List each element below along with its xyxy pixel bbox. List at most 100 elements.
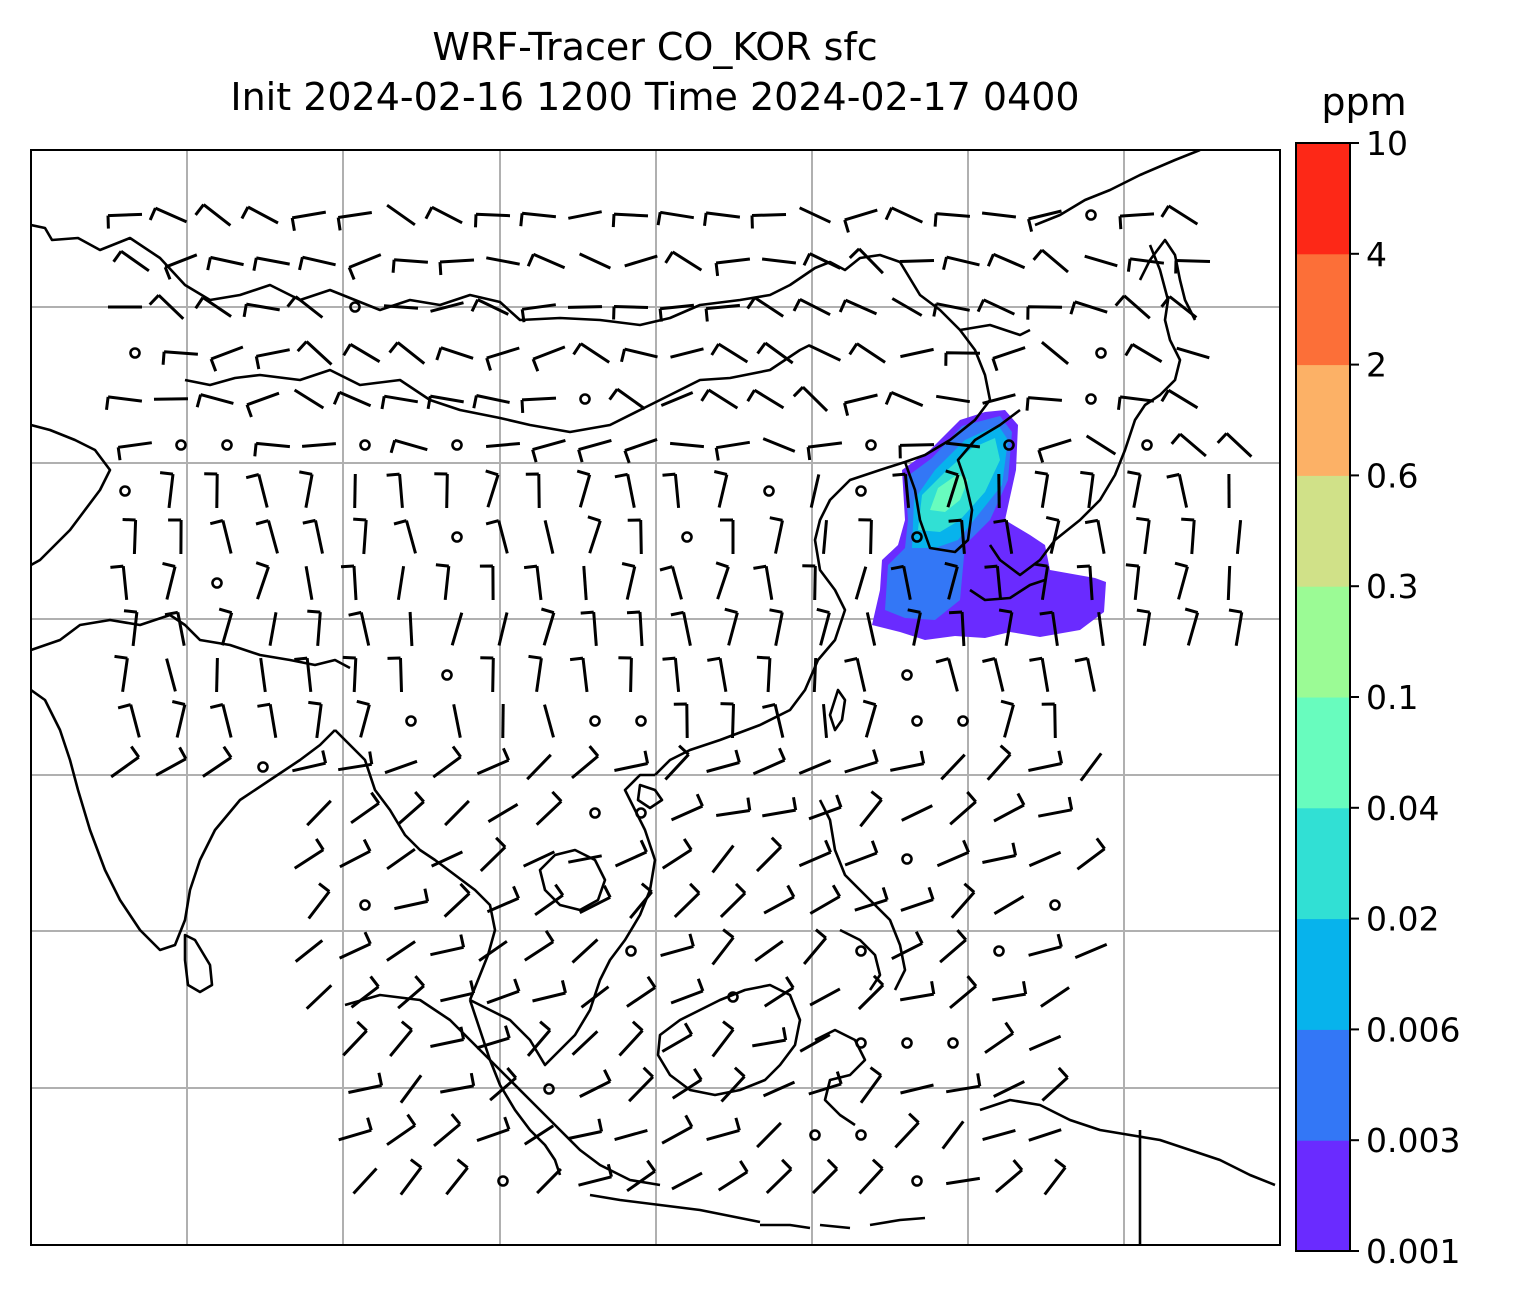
wind-barb — [704, 303, 741, 322]
wind-barb — [627, 518, 643, 555]
wind-barb — [907, 608, 922, 646]
wind-barb — [194, 203, 232, 227]
colorbar-unit-label: ppm — [1321, 80, 1407, 124]
wind-barb — [338, 1117, 373, 1142]
wind-barb — [715, 561, 730, 600]
wind-barb — [485, 469, 500, 508]
wind-barb — [440, 980, 476, 1003]
wind-barb — [112, 249, 150, 273]
wind-barb — [624, 254, 658, 268]
wind-barb — [1041, 1066, 1069, 1102]
wind-barb — [162, 561, 177, 600]
wind-barb — [384, 759, 418, 775]
wind-barb — [949, 791, 977, 826]
wind-barb — [572, 342, 611, 364]
wind-barb — [1170, 432, 1207, 458]
wind-barb — [438, 258, 475, 276]
wind-barb — [519, 211, 557, 227]
wind-barb — [257, 702, 278, 739]
wind-barb — [148, 294, 185, 320]
calm-marker — [993, 945, 1005, 957]
calm-marker — [129, 347, 141, 359]
wind-barb — [670, 978, 705, 1005]
wind-barb — [671, 1171, 703, 1191]
wind-barb — [485, 519, 509, 554]
wind-barb — [587, 515, 602, 554]
wind-barb — [1174, 259, 1211, 274]
wind-barb — [670, 610, 692, 646]
wind-barb — [293, 838, 325, 870]
wind-barb — [703, 211, 741, 226]
wind-barb — [763, 976, 795, 1008]
wind-barb — [720, 1066, 746, 1103]
wind-barb — [543, 520, 555, 554]
wind-barb — [1043, 1158, 1067, 1196]
wind-barb — [307, 882, 331, 920]
wind-barb — [811, 1158, 839, 1195]
wind-barb — [843, 393, 878, 416]
wind-barb — [252, 256, 290, 271]
wind-barb — [1228, 608, 1244, 647]
wind-barb — [935, 394, 971, 404]
wind-barb — [755, 836, 783, 873]
wind-barb — [792, 297, 831, 317]
wind-barb — [808, 1071, 843, 1096]
wind-barb — [898, 443, 935, 459]
wind-barb — [1028, 750, 1064, 772]
wind-barb — [569, 656, 589, 693]
wind-barb — [479, 836, 507, 872]
wind-barb — [110, 745, 141, 779]
map-title: WRF-Tracer CO_KOR sfc Init 2024-02-16 12… — [30, 22, 1280, 122]
wind-barb — [948, 518, 966, 555]
wind-barb — [388, 341, 426, 365]
wind-barb — [891, 297, 923, 317]
calm-marker — [1085, 393, 1097, 405]
calm-marker — [1049, 899, 1061, 911]
wind-barb — [859, 790, 883, 828]
wind-barb — [798, 759, 832, 775]
wind-barb — [153, 397, 189, 401]
wind-barb — [577, 438, 612, 463]
colorbar-tick-label: 2 — [1366, 346, 1387, 385]
wind-barb — [245, 391, 280, 418]
calm-marker — [589, 715, 601, 727]
calm-marker — [497, 1175, 509, 1187]
wind-barb — [485, 442, 521, 448]
wind-barb — [1040, 341, 1070, 365]
wind-barb — [526, 252, 566, 270]
wind-barb — [993, 1080, 1025, 1098]
wind-barb — [884, 391, 924, 407]
wind-barb — [940, 753, 966, 781]
wind-barb — [945, 469, 960, 508]
wind-barb — [976, 298, 1016, 316]
colorbar-tick-label: 0.3 — [1366, 567, 1418, 606]
wind-barb — [380, 394, 419, 410]
wind-barb — [812, 657, 818, 693]
wind-barb — [891, 931, 924, 961]
wind-barb — [890, 564, 912, 600]
wind-barb — [259, 657, 267, 693]
wind-barb — [478, 940, 508, 962]
wind-barb — [253, 441, 291, 457]
wind-barb — [255, 519, 279, 554]
wind-barb — [899, 259, 935, 263]
wind-barb — [444, 799, 470, 827]
colorbar-tick-label: 0.1 — [1366, 678, 1418, 717]
wind-barb — [671, 1067, 703, 1100]
colorbar-tick-label: 4 — [1366, 235, 1387, 274]
calm-marker — [855, 1129, 867, 1141]
wind-barb — [945, 1073, 982, 1094]
wind-barb — [746, 388, 785, 410]
wind-barb — [664, 744, 690, 781]
wind-barb — [293, 388, 325, 410]
wind-barb — [523, 929, 555, 962]
wind-barb — [397, 975, 426, 1010]
wind-barb — [899, 981, 936, 1002]
wind-barb — [981, 211, 1017, 219]
calm-marker — [1085, 209, 1097, 221]
wind-barb — [661, 1114, 694, 1145]
calm-marker — [349, 301, 361, 313]
wind-barb — [986, 744, 1012, 781]
colorbar-segment-3 — [1296, 807, 1350, 920]
